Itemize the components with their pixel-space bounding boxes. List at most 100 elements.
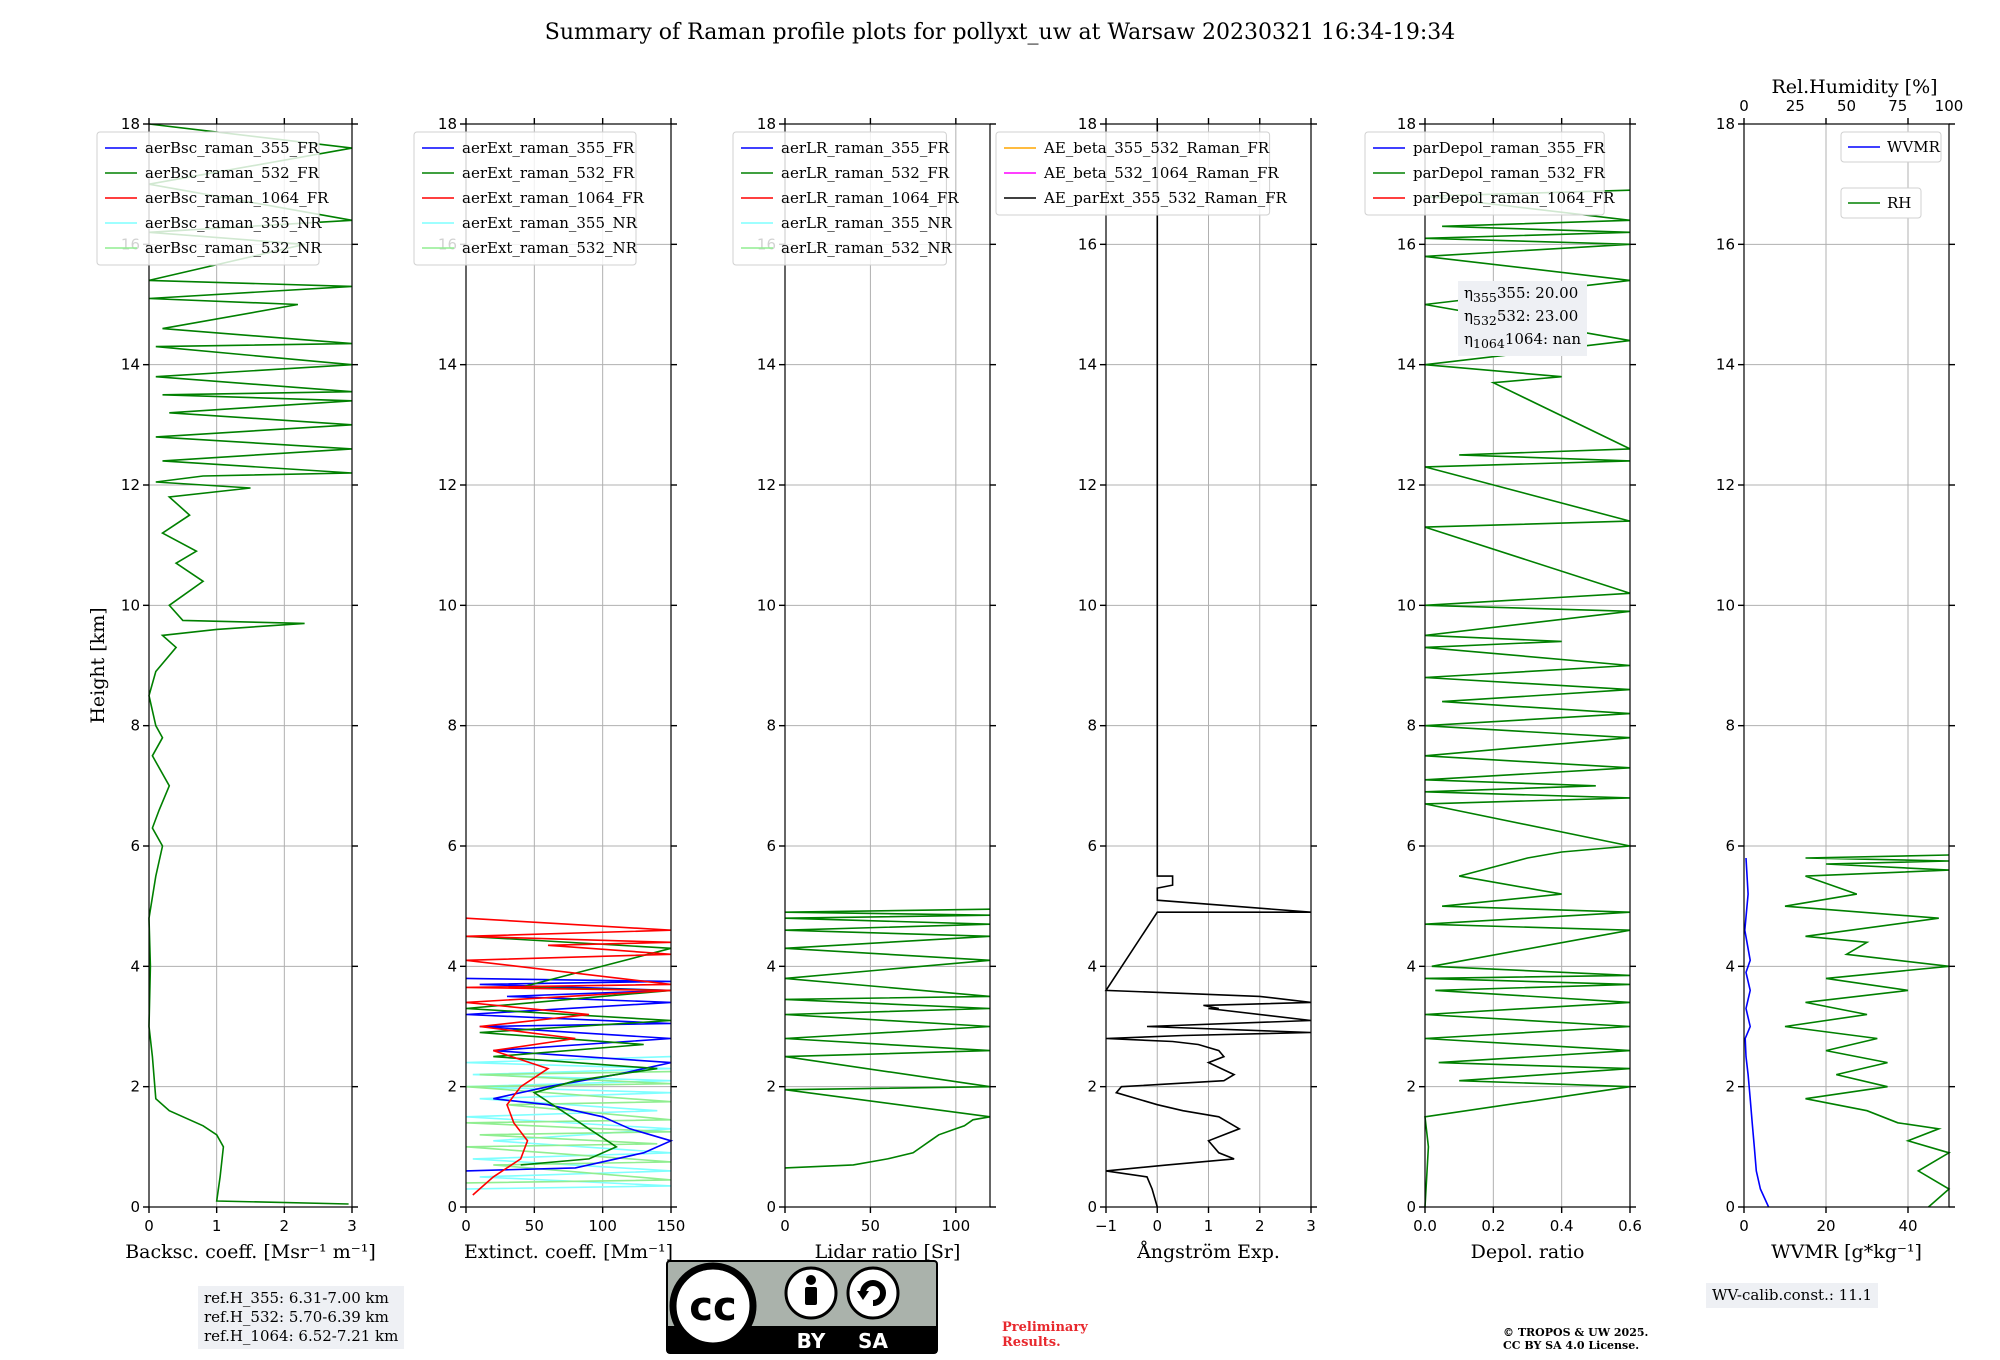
legend-label: RH: [1887, 194, 1911, 212]
x-tick-label: 0.0: [1413, 1217, 1437, 1235]
axes-frame: [784, 123, 991, 1208]
y-tick-label: 18: [438, 115, 457, 133]
legend-label: aerLR_raman_1064_FR: [781, 189, 959, 207]
y-tick-label: 6: [1406, 837, 1416, 855]
y-tick-label: 12: [1078, 476, 1097, 494]
y-tick-label: 18: [1716, 115, 1735, 133]
series-line-aerExt_raman_532_NR: [465, 1070, 672, 1184]
x-axis-label: Extinct. coeff. [Mm⁻¹]: [464, 1241, 673, 1263]
y-tick-label: 8: [1087, 717, 1097, 735]
legend-label: AE_parExt_355_532_Raman_FR: [1043, 189, 1288, 207]
y-tick-label: 18: [757, 115, 776, 133]
x-tick-label: 3: [347, 1217, 357, 1235]
figure-title: Summary of Raman profile plots for polly…: [544, 20, 1456, 45]
x-tick-label: 40: [1898, 1217, 1917, 1235]
legend-label: aerBsc_raman_355_FR: [145, 139, 320, 157]
cc-logo-text: cc: [689, 1284, 736, 1330]
x-tick-label: 150: [657, 1217, 686, 1235]
copyright-note: © TROPOS & UW 2025. CC BY SA 4.0 License…: [1503, 1326, 1649, 1352]
legend-label: aerLR_raman_355_FR: [781, 139, 950, 157]
cc-by-sa-logo[interactable]: cc BY SA: [666, 1260, 938, 1354]
x-tick-label: 0: [780, 1217, 790, 1235]
y-tick-label: 14: [1078, 356, 1097, 374]
x-axis-label: Ångström Exp.: [1136, 1241, 1280, 1263]
x-axis-label: Backsc. coeff. [Msr⁻¹ m⁻¹]: [125, 1241, 376, 1263]
axes-frame: [1424, 123, 1631, 1208]
cc-by-label: BY: [797, 1329, 826, 1353]
y-tick-label: 18: [1397, 115, 1416, 133]
y-tick-label: 16: [1716, 235, 1735, 253]
x-tick-label: 50: [525, 1217, 544, 1235]
legend-label: aerBsc_raman_532_FR: [145, 164, 320, 182]
cc-sa-label: SA: [858, 1329, 888, 1353]
x-tick-label: −1: [1095, 1217, 1117, 1235]
y-tick-label: 2: [1725, 1078, 1735, 1096]
legend-label: parDepol_raman_1064_FR: [1413, 189, 1615, 207]
y-tick-label: 16: [1397, 235, 1416, 253]
y-tick-label: 10: [1397, 596, 1416, 614]
y-tick-label: 6: [130, 837, 140, 855]
series-line-aerExt_raman_355_FR: [465, 977, 674, 1172]
x-tick-label: 0.2: [1481, 1217, 1505, 1235]
eta-355: 355: 20.00: [1496, 284, 1579, 302]
y-tick-label: 14: [1716, 356, 1735, 374]
legend-box: [732, 131, 947, 266]
legend-box: [1840, 187, 1922, 219]
y-tick-label: 8: [1725, 717, 1735, 735]
y-tick-label: 2: [766, 1078, 776, 1096]
y-tick-label: 12: [438, 476, 457, 494]
ref-height-532: ref.H_532: 5.70-6.39 km: [204, 1308, 389, 1326]
x-axis-label: Lidar ratio [Sr]: [815, 1241, 961, 1263]
y-tick-label: 2: [130, 1078, 140, 1096]
legend-label: WVMR: [1887, 138, 1941, 156]
legend-label: aerBsc_raman_532_NR: [145, 239, 322, 257]
legend-box: [995, 131, 1271, 216]
y-tick-label: 4: [447, 957, 457, 975]
legend-label: aerLR_raman_532_NR: [781, 239, 952, 257]
y-tick-label: 2: [1406, 1078, 1416, 1096]
x-tick-label: 100: [942, 1217, 971, 1235]
x2-tick-label: 100: [1935, 97, 1964, 115]
x-axis-label: Depol. ratio: [1471, 1241, 1585, 1263]
y-tick-label: 8: [447, 717, 457, 735]
ref-height-1064: ref.H_1064: 6.52-7.21 km: [204, 1327, 399, 1345]
x-tick-label: 2: [280, 1217, 290, 1235]
series-line-RH: [1784, 854, 1951, 1208]
wv-calib-box: WV-calib.const.: 11.1: [1706, 1283, 1879, 1308]
y-tick-label: 10: [438, 596, 457, 614]
y-tick-label: 0: [1725, 1198, 1735, 1216]
y-tick-label: 18: [121, 115, 140, 133]
x-axis-label: WVMR [g*kg⁻¹]: [1771, 1241, 1922, 1263]
y-tick-label: 4: [130, 957, 140, 975]
axes-frame: [465, 123, 672, 1208]
x-tick-label: 0.4: [1550, 1217, 1574, 1235]
y-tick-label: 2: [1087, 1078, 1097, 1096]
y-tick-label: 0: [766, 1198, 776, 1216]
legend-label: parDepol_raman_355_FR: [1413, 139, 1606, 157]
x-tick-label: 3: [1306, 1217, 1316, 1235]
y-tick-label: 4: [1087, 957, 1097, 975]
x-tick-label: 1: [1204, 1217, 1214, 1235]
legend-label: aerBsc_raman_1064_FR: [145, 189, 329, 207]
y-tick-label: 12: [1716, 476, 1735, 494]
legend-label: AE_beta_355_532_Raman_FR: [1043, 139, 1270, 157]
eta-1064: 1064: nan: [1504, 330, 1582, 348]
x-tick-label: 1: [212, 1217, 222, 1235]
legend-label: aerLR_raman_355_NR: [781, 214, 952, 232]
y-tick-label: 8: [130, 717, 140, 735]
y-tick-label: 0: [1406, 1198, 1416, 1216]
y-tick-label: 8: [766, 717, 776, 735]
legend-label: aerExt_raman_355_FR: [462, 139, 635, 157]
ref-height-355: ref.H_355: 6.31-7.00 km: [204, 1289, 389, 1307]
y-tick-label: 6: [1087, 837, 1097, 855]
x-tick-label: 0: [461, 1217, 471, 1235]
y-axis-label: Height [km]: [87, 607, 109, 723]
x2-tick-label: 25: [1786, 97, 1805, 115]
y-tick-label: 0: [130, 1198, 140, 1216]
y-tick-label: 0: [1087, 1198, 1097, 1216]
axes-frame: [1743, 123, 1950, 1208]
y-tick-label: 14: [757, 356, 776, 374]
y-tick-label: 6: [1725, 837, 1735, 855]
x-tick-label: 20: [1816, 1217, 1835, 1235]
